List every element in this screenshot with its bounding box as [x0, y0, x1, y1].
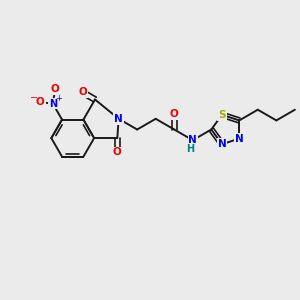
Text: O: O: [170, 109, 178, 119]
Text: N: N: [218, 139, 226, 149]
Text: O: O: [78, 87, 87, 98]
Text: O: O: [113, 147, 122, 158]
Text: O: O: [36, 97, 45, 107]
Text: N: N: [49, 99, 57, 109]
Text: O: O: [51, 84, 60, 94]
Text: +: +: [55, 94, 62, 103]
Text: H: H: [186, 143, 194, 154]
Text: −: −: [30, 93, 38, 103]
Text: N: N: [188, 135, 197, 145]
Text: N: N: [114, 114, 123, 124]
Text: S: S: [218, 110, 226, 120]
Text: N: N: [235, 134, 244, 144]
